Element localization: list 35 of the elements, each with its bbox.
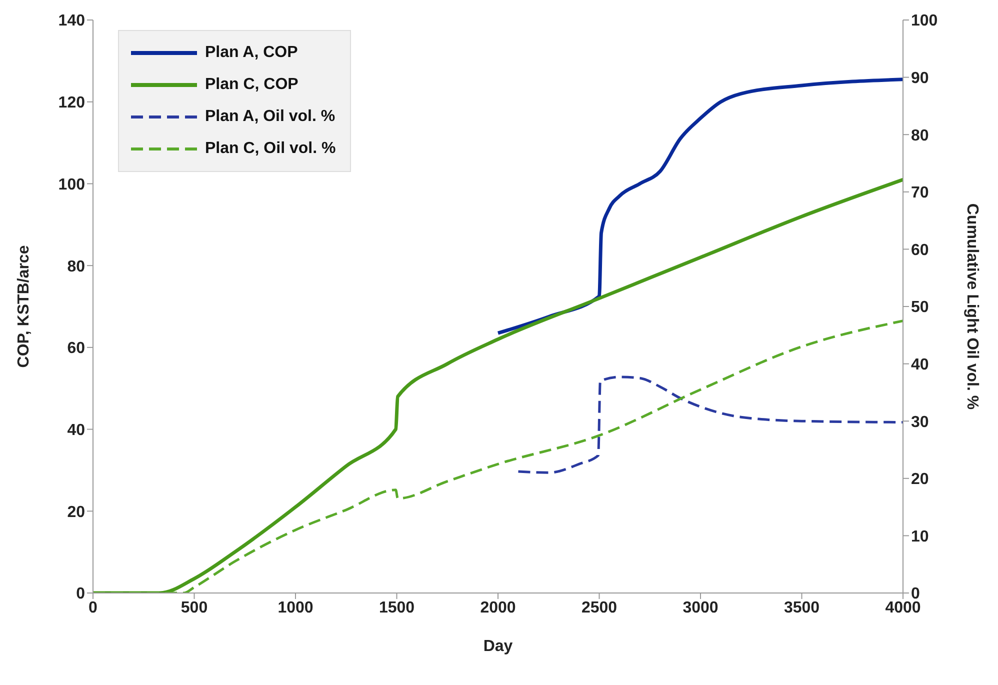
y2-tick-label: 20: [911, 471, 929, 488]
legend-label: Plan A, Oil vol. %: [205, 108, 336, 126]
y-axis-title: COP, KSTB/arce: [16, 245, 33, 368]
y2-tick-label: 100: [911, 12, 938, 30]
y-tick-label: 100: [58, 176, 86, 194]
y2-tick-label: 90: [911, 70, 929, 87]
y2-tick-label: 70: [911, 184, 929, 202]
x-tick-label: 3500: [784, 599, 820, 616]
y-tick-label: 20: [67, 504, 86, 521]
y-tick-label: 60: [67, 340, 86, 358]
legend-label: Plan C, Oil vol. %: [205, 140, 336, 158]
y2-axis-title: Cumulative Light Oil vol. %: [963, 203, 980, 410]
y2-tick-label: 50: [911, 299, 929, 316]
x-tick-label: 0: [88, 599, 98, 616]
y2-tick-label: 40: [911, 356, 929, 374]
x-tick-label: 2500: [581, 599, 618, 616]
x-tick-label: 1500: [378, 599, 415, 616]
y-tick-label: 80: [67, 258, 86, 276]
y2-tick-label: 60: [911, 242, 929, 259]
x-axis-title: Day: [483, 638, 513, 655]
line-series: [517, 376, 903, 474]
y-tick-label: 0: [76, 586, 86, 603]
y2-tick-label: 80: [911, 127, 929, 144]
x-tick-label: 4000: [885, 599, 921, 616]
y2-tick-label: 10: [911, 528, 929, 546]
x-tick-label: 1000: [278, 599, 314, 616]
x-tick-label: 3000: [682, 599, 718, 616]
y-tick-label: 120: [58, 94, 86, 112]
y2-tick-label: 30: [911, 414, 929, 431]
x-tick-label: 2000: [480, 599, 516, 616]
y-tick-label: 140: [58, 12, 86, 30]
x-tick-label: 500: [180, 599, 208, 616]
legend-label: Plan A, COP: [205, 44, 298, 62]
legend-label: Plan C, COP: [205, 76, 298, 94]
y-tick-label: 40: [67, 422, 86, 439]
